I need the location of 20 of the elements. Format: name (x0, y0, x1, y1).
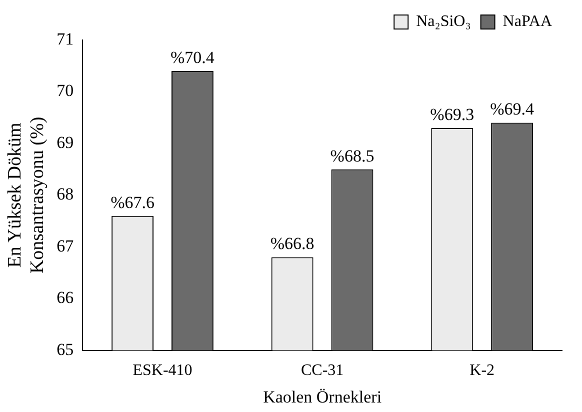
data-label: %68.5 (330, 146, 374, 166)
y-axis-title: En Yüksek Döküm Konsantrasyonu (%) (4, 116, 48, 274)
y-tick-label: 69 (56, 132, 74, 152)
y-tick-label: 65 (56, 340, 74, 359)
y-tick-label: 66 (56, 288, 74, 308)
x-tick-label: CC-31 (300, 362, 344, 380)
y-tick-label: 70 (56, 81, 74, 100)
data-label: %70.4 (170, 48, 215, 68)
y-tick-label: 68 (56, 184, 74, 204)
x-tick-label: K-2 (470, 362, 495, 380)
data-label: %69.4 (490, 100, 535, 119)
x-tick-label: ESK-410 (132, 362, 192, 380)
x-axis-title: Kaolen Örnekleri (263, 387, 382, 406)
y-tick-label: 67 (56, 236, 74, 256)
legend-label: NaPAA (502, 13, 552, 30)
legend-label: Na₂SiO₃ (416, 13, 471, 30)
data-label: %69.3 (430, 104, 474, 124)
data-label: %66.8 (270, 234, 314, 254)
data-label: %67.6 (110, 192, 154, 212)
y-tick-label: 71 (56, 29, 74, 48)
